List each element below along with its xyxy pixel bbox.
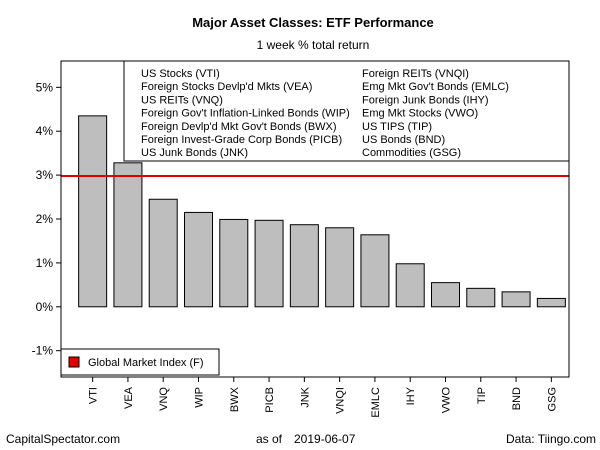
bar-picb xyxy=(254,219,284,308)
bar-bwx xyxy=(219,218,249,308)
bar-vnqi xyxy=(325,227,355,308)
series-key-item: Foreign Stocks Devlp'd Mkts (VEA) xyxy=(141,81,312,93)
bar-gsg xyxy=(536,297,566,308)
bar-wip xyxy=(184,211,213,308)
y-tick-label: 5% xyxy=(36,80,54,94)
x-tick-label: BWX xyxy=(229,386,241,412)
bar-bnd xyxy=(501,291,531,308)
y-tick-label: 1% xyxy=(36,256,54,270)
chart-subtitle: 1 week % total return xyxy=(257,38,370,52)
y-tick-label: 0% xyxy=(36,300,54,314)
series-key-item: Foreign Invest-Grade Corp Bonds (PICB) xyxy=(141,134,342,146)
x-tick-label: BND xyxy=(511,387,523,410)
x-tick-label: JNK xyxy=(299,386,311,407)
series-key-item: Foreign Gov't Inflation-Linked Bonds (WI… xyxy=(141,108,350,120)
series-key-item: US Stocks (VTI) xyxy=(141,68,220,80)
y-tick-label: 2% xyxy=(36,212,54,226)
footer-date-prefix: as of xyxy=(256,432,283,446)
reference-legend-swatch xyxy=(68,356,80,368)
x-tick-label: VNQ xyxy=(158,387,170,411)
footer-source-left: CapitalSpectator.com xyxy=(6,432,120,446)
bar-jnk xyxy=(289,224,319,308)
series-key-item: Foreign Junk Bonds (IHY) xyxy=(362,94,489,106)
x-axis: VTI VEA VNQ WIP BWX PICB JNK VNQI EMLC IHY VWO TIP B… xyxy=(88,377,558,418)
series-key-left: US Stocks (VTI)Foreign Stocks Devlp'd Mk… xyxy=(141,68,350,159)
x-tick-label: VTI xyxy=(88,387,100,404)
x-tick-label: VNQI xyxy=(335,387,347,414)
y-axis: -1% 0% 1% 2% 3% 4% 5% xyxy=(32,80,61,358)
bar-tip xyxy=(466,287,496,308)
bar-vnq xyxy=(148,198,178,308)
chart-title: Major Asset Classes: ETF Performance xyxy=(192,15,434,30)
reference-legend-box xyxy=(60,348,220,376)
series-key-box xyxy=(123,60,570,162)
bar-vwo xyxy=(431,282,460,308)
series-key-item: US Junk Bonds (JNK) xyxy=(141,147,248,159)
bars-group xyxy=(78,115,566,308)
x-tick-label: TIP xyxy=(476,387,488,404)
x-tick-label: EMLC xyxy=(370,387,382,418)
reference-legend-label: Global Market Index (F) xyxy=(88,357,204,369)
series-key-item: US REITs (VNQ) xyxy=(141,94,223,106)
x-tick-label: VEA xyxy=(123,386,135,409)
bar-ihy xyxy=(395,263,425,308)
bar-emlc xyxy=(360,234,390,308)
series-key-right: Foreign REITs (VNQI)Emg Mkt Gov't Bonds … xyxy=(362,68,509,159)
y-tick-label: 4% xyxy=(36,124,54,138)
series-key-item: Commodities (GSG) xyxy=(362,147,461,159)
x-tick-label: IHY xyxy=(405,386,417,405)
x-tick-label: WIP xyxy=(194,387,206,408)
footer-source-right: Data: Tiingo.com xyxy=(506,432,596,446)
series-key-item: Foreign Devlp'd Mkt Gov't Bonds (BWX) xyxy=(141,121,337,133)
series-key-item: US Bonds (BND) xyxy=(362,134,445,146)
series-key-item: Emg Mkt Gov't Bonds (EMLC) xyxy=(362,81,509,93)
x-tick-label: GSG xyxy=(546,387,558,411)
bar-vti xyxy=(78,115,108,308)
series-key-item: Emg Mkt Stocks (VWO) xyxy=(362,108,478,120)
plot-frame xyxy=(60,60,570,378)
footer-date: 2019-06-07 xyxy=(294,432,356,446)
x-tick-label: VWO xyxy=(441,387,453,414)
y-tick-label: -1% xyxy=(32,344,54,358)
x-tick-label: PICB xyxy=(264,387,276,413)
series-key-item: US TIPS (TIP) xyxy=(362,121,432,133)
y-tick-label: 3% xyxy=(36,168,54,182)
bar-vea xyxy=(113,162,143,308)
series-key-item: Foreign REITs (VNQI) xyxy=(362,68,469,80)
